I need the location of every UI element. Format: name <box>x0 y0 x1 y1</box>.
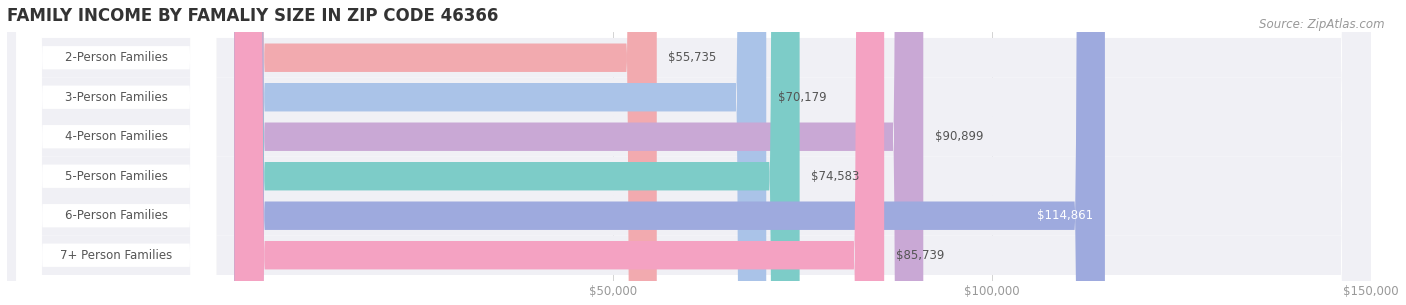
Text: 6-Person Families: 6-Person Families <box>65 209 167 222</box>
FancyBboxPatch shape <box>235 0 924 305</box>
Text: 7+ Person Families: 7+ Person Families <box>60 249 172 262</box>
FancyBboxPatch shape <box>235 0 800 305</box>
FancyBboxPatch shape <box>15 0 217 305</box>
Text: 5-Person Families: 5-Person Families <box>65 170 167 183</box>
Text: $90,899: $90,899 <box>935 130 983 143</box>
FancyBboxPatch shape <box>7 0 1371 305</box>
Text: $70,179: $70,179 <box>778 91 827 104</box>
Text: $74,583: $74,583 <box>811 170 859 183</box>
FancyBboxPatch shape <box>7 0 1371 305</box>
FancyBboxPatch shape <box>15 0 217 305</box>
FancyBboxPatch shape <box>7 0 1371 305</box>
FancyBboxPatch shape <box>235 0 1105 305</box>
FancyBboxPatch shape <box>15 0 217 305</box>
Text: $85,739: $85,739 <box>896 249 943 262</box>
Text: $114,861: $114,861 <box>1038 209 1094 222</box>
FancyBboxPatch shape <box>235 0 884 305</box>
Text: 2-Person Families: 2-Person Families <box>65 51 167 64</box>
FancyBboxPatch shape <box>7 0 1371 305</box>
FancyBboxPatch shape <box>7 0 1371 305</box>
Text: $55,735: $55,735 <box>668 51 717 64</box>
FancyBboxPatch shape <box>15 0 217 305</box>
Text: 4-Person Families: 4-Person Families <box>65 130 167 143</box>
FancyBboxPatch shape <box>235 0 657 305</box>
FancyBboxPatch shape <box>7 0 1371 305</box>
Text: Source: ZipAtlas.com: Source: ZipAtlas.com <box>1260 18 1385 31</box>
Text: 3-Person Families: 3-Person Families <box>65 91 167 104</box>
FancyBboxPatch shape <box>15 0 217 305</box>
FancyBboxPatch shape <box>15 0 217 305</box>
Text: FAMILY INCOME BY FAMALIY SIZE IN ZIP CODE 46366: FAMILY INCOME BY FAMALIY SIZE IN ZIP COD… <box>7 7 498 25</box>
FancyBboxPatch shape <box>235 0 766 305</box>
